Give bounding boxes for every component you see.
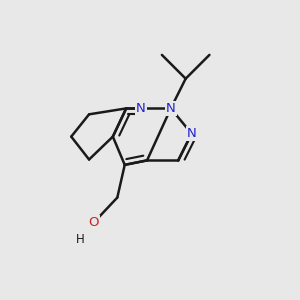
Text: H: H [76,233,85,246]
Text: O: O [88,216,99,229]
Text: N: N [187,127,196,140]
Text: N: N [136,102,146,115]
Text: N: N [166,102,176,115]
